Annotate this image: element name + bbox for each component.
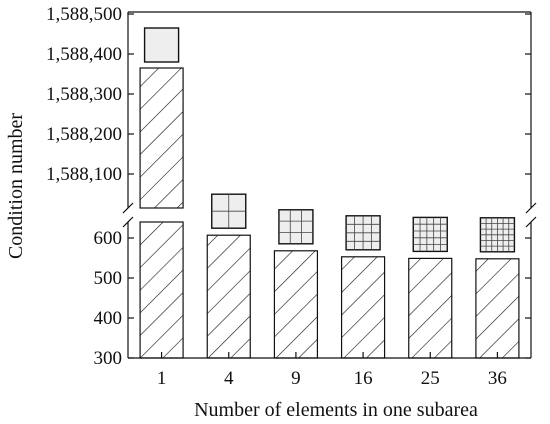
axis-break-right-b — [525, 216, 537, 228]
plot-area: 300 400 500 600 1,588,100 1,588,200 1,588,300 1… — [46, 4, 537, 389]
y-tick-label: 1,588,500 — [46, 4, 122, 25]
bar-1-upper — [139, 67, 184, 209]
axis-break-right-a — [525, 202, 537, 214]
y-tick-label: 1,588,300 — [46, 84, 122, 105]
x-tick-label: 16 — [354, 368, 373, 389]
bar-1-lower — [139, 221, 184, 359]
y-axis-title: Condition number — [5, 113, 27, 259]
y-tick-label: 600 — [94, 228, 123, 249]
x-tick-label: 1 — [157, 368, 167, 389]
y-tick-label: 500 — [94, 268, 123, 289]
x-tick-label: 36 — [488, 368, 507, 389]
y-tick-label: 400 — [94, 308, 123, 329]
bar-36 — [475, 258, 520, 359]
x-tick-label: 4 — [224, 368, 234, 389]
bar-9 — [273, 250, 319, 359]
bar-16 — [340, 256, 386, 359]
bar-25 — [408, 257, 453, 359]
bar-4 — [206, 234, 251, 359]
x-tick-label: 9 — [291, 368, 301, 389]
axis-break-left-b — [122, 216, 134, 228]
x-tick-label: 25 — [421, 368, 440, 389]
axis-break-left-a — [122, 202, 134, 214]
mesh-icon-25 — [412, 216, 448, 253]
mesh-icon-9 — [278, 209, 314, 245]
mesh-icon-1 — [143, 27, 180, 63]
y-tick-label: 1,588,400 — [46, 44, 122, 65]
y-tick-label: 1,588,100 — [46, 164, 122, 185]
x-axis-title: Number of elements in one subarea — [194, 399, 478, 421]
y-tick-label: 300 — [94, 348, 123, 369]
y-tick-label: 1,588,200 — [46, 124, 122, 145]
